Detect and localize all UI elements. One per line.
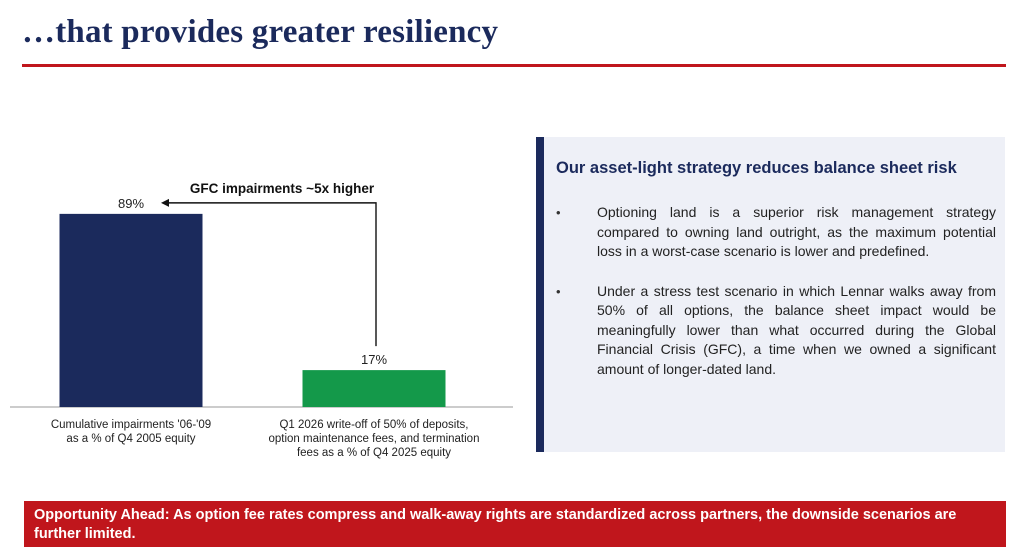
- category-label-2: fees as a % of Q4 2025 equity: [297, 447, 451, 459]
- category-label-1: Cumulative impairments '06-'09: [51, 419, 211, 431]
- annotation-connector: [167, 202, 377, 347]
- bar-value-label-1: 89%: [118, 196, 144, 211]
- opportunity-banner: Opportunity Ahead: As option fee rates c…: [24, 501, 1006, 547]
- panel-heading: Our asset-light strategy reduces balance…: [556, 159, 957, 177]
- category-label-2: Q1 2026 write-off of 50% of deposits,: [279, 419, 468, 431]
- panel-accent-bar: [536, 137, 544, 452]
- impairments-chart: 89% 17% Cumulative impairments '06-'09 as …: [10, 181, 513, 459]
- bullet-item: • Under a stress test scenario in which …: [556, 282, 996, 380]
- bullet-marker: •: [556, 283, 561, 299]
- title-divider: [22, 64, 1006, 67]
- bullet-item: • Optioning land is a superior risk mana…: [556, 203, 996, 262]
- bar-1: [59, 213, 203, 407]
- bullet-text: Under a stress test scenario in which Le…: [597, 282, 996, 377]
- annotation-label: GFC impairments ~5x higher: [190, 181, 375, 196]
- page-title: …that provides greater resiliency: [22, 14, 499, 50]
- bar-value-label-2: 17%: [361, 352, 387, 367]
- annotation-arrowhead: [161, 198, 169, 207]
- strategy-panel: Our asset-light strategy reduces balance…: [536, 137, 1005, 452]
- category-label-2: option maintenance fees, and termination: [269, 433, 480, 445]
- bullet-list: • Optioning land is a superior risk mana…: [556, 203, 996, 399]
- bullet-marker: •: [556, 205, 561, 220]
- category-label-1: as a % of Q4 2005 equity: [66, 433, 195, 445]
- bar-2: [302, 370, 446, 407]
- bullet-text: Optioning land is a superior risk manage…: [597, 204, 996, 259]
